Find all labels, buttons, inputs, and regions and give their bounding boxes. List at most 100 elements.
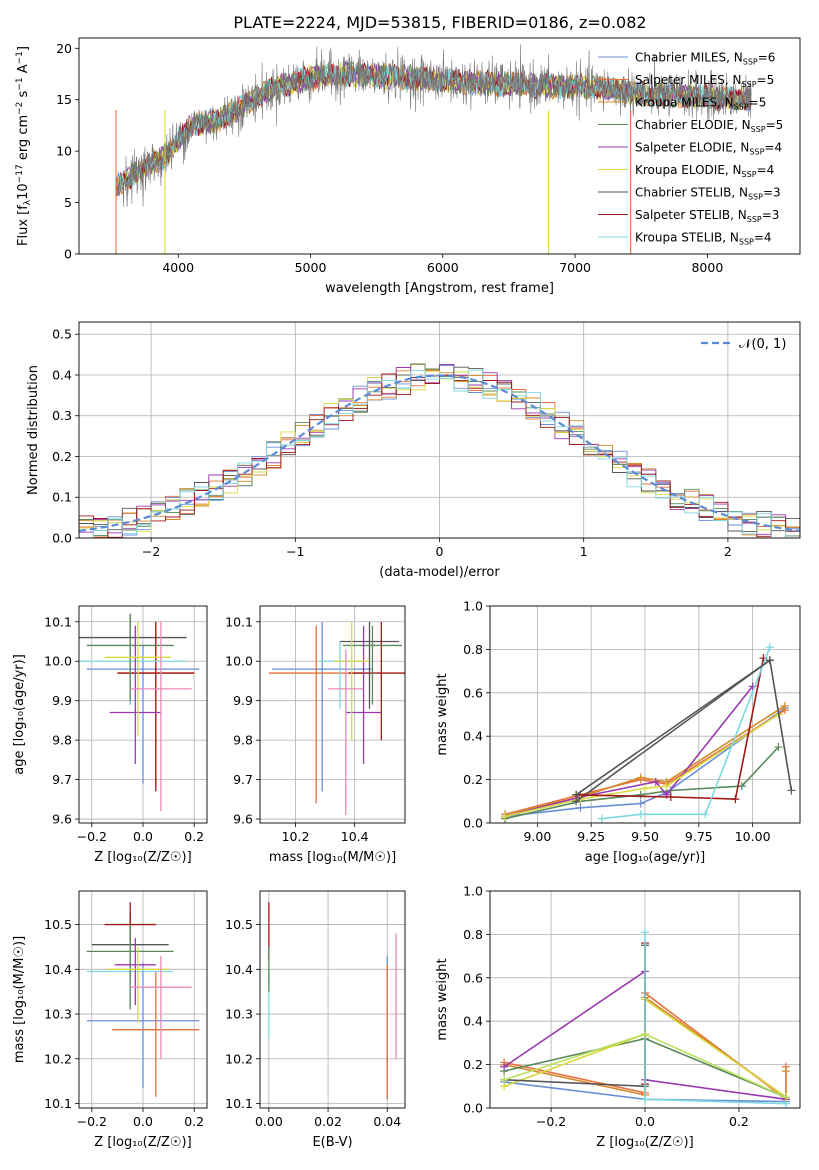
errorbar-point	[117, 621, 195, 792]
x-tick-label: −1	[286, 544, 304, 559]
legend-text: Chabrier MILES, N	[635, 51, 743, 65]
x-axis-label: (data-model)/error	[379, 565, 500, 580]
y-tick-label: 10.2	[44, 1051, 72, 1066]
y-tick-label: 0.6	[463, 685, 483, 700]
weight-marker	[597, 814, 606, 823]
histograms	[79, 363, 800, 538]
y-tick-label: 0.6	[463, 970, 483, 985]
y-tick-label: 10.1	[44, 614, 72, 629]
y-tick-label: 10.1	[225, 614, 253, 629]
y-axis-label-part: A	[16, 64, 31, 77]
y-tick-label: 10.3	[225, 1007, 253, 1022]
y-tick-label: 9.8	[233, 733, 253, 748]
x-tick-label: 10.4	[341, 829, 369, 844]
chart-mass_vs_Z: −0.2 0.0 0.2 10.1 10.2 10.3 10.4 10.5 Z [log₁₀(Z…	[12, 890, 208, 1150]
y-tick-label: 0.2	[52, 449, 72, 464]
y-tick-label: 10.1	[44, 1096, 72, 1111]
weight-marker	[641, 1030, 649, 1039]
x-tick-label: 0.2	[184, 1114, 204, 1129]
y-tick-label: 1.0	[463, 884, 483, 899]
errorbar-point	[86, 962, 200, 1088]
weight-series	[575, 659, 771, 796]
legend-sub: SSP	[734, 103, 749, 112]
y-tick-label: 1.0	[463, 599, 483, 614]
y-axis-label: Flux [fλ10−17 erg cm−2 s−1 A−1]	[15, 46, 33, 246]
y-axis-label: age [log₁₀(age/yr)]	[12, 654, 27, 775]
x-tick-label: 9.25	[577, 829, 605, 844]
weight-series	[576, 657, 765, 800]
y-tick-label: 10.3	[44, 1007, 72, 1022]
y-axis-label-part: s	[16, 90, 31, 101]
weight-series	[504, 746, 780, 820]
legend-sub: SSP	[742, 170, 757, 179]
chart-mass_weight_vs_Z: −0.2 0.0 0.2 0.0 0.2 0.4 0.6 0.8 1.0 Z [log₁₀(Z/Z…	[435, 884, 801, 1150]
y-axis-label: mass weight	[435, 958, 450, 1040]
x-tick-label: 0	[436, 544, 444, 559]
x-tick-label: 9.00	[523, 829, 551, 844]
errorbars	[268, 621, 405, 816]
weight-marker	[774, 743, 783, 752]
legend-value: =3	[762, 208, 780, 222]
errorbars	[268, 902, 397, 1100]
errorbar-point	[271, 621, 373, 792]
legend-sub: SSP	[747, 215, 762, 224]
y-tick-label: 9.7	[52, 772, 72, 787]
weight-marker	[500, 1062, 509, 1071]
legend-value: =6	[758, 51, 776, 65]
y-axis-label-part: Flux [f	[16, 205, 31, 246]
y-tick-label: 0.2	[463, 1057, 483, 1072]
errorbar-point	[339, 621, 400, 709]
x-tick-label: −2	[142, 544, 160, 559]
x-tick-label: 0.0	[133, 1114, 153, 1129]
x-tick-label: −0.2	[77, 829, 107, 844]
y-axis-label: Normed distribution	[26, 365, 41, 495]
legend-entry: Kroupa STELIB, NSSP=4	[635, 231, 772, 247]
y-tick-label: 10.4	[44, 962, 72, 977]
legend-entry: Chabrier MILES, NSSP=6	[635, 51, 775, 67]
y-axis-label: mass [log₁₀(M/M☉)]	[12, 936, 27, 1063]
axes-frame	[259, 605, 406, 824]
legend-sub: SSP	[743, 58, 758, 67]
x-tick-label: 4000	[162, 260, 194, 275]
x-tick-label: 5000	[295, 260, 327, 275]
chart-mass_vs_ebv: 0.00 0.02 0.04 10.1 10.2 10.3 10.4 10.5 E(B-V)	[225, 890, 406, 1150]
weight-marker	[641, 1095, 649, 1104]
weight-marker	[701, 810, 710, 819]
y-tick-label: 10.1	[225, 1096, 253, 1111]
y-tick-label: 0.1	[52, 490, 72, 505]
x-axis-label: Z [log₁₀(Z/Z☉)]	[94, 850, 191, 865]
weight-lines	[500, 928, 790, 1108]
errorbar-point	[328, 649, 364, 816]
weight-marker	[651, 777, 660, 786]
histogram-kroupa_stelib	[92, 369, 800, 538]
y-tick-label: 0.0	[463, 816, 483, 831]
y-axis-label-part: −2	[15, 102, 25, 115]
figure-title: PLATE=2224, MJD=53815, FIBERID=0186, z=0…	[233, 13, 646, 32]
x-tick-label: 0.02	[314, 1114, 342, 1129]
legend-entry: 𝒩(0, 1)	[739, 337, 786, 352]
weight-marker	[641, 928, 649, 937]
chart-age_vs_mass: 10.2 10.4 9.6 9.7 9.8 9.9 10.0 10.1 mass [log₁₀(…	[225, 605, 406, 865]
legend-text: Chabrier ELODIE, N	[635, 118, 751, 132]
errorbar-point	[268, 625, 364, 804]
y-tick-label: 10.0	[44, 654, 72, 669]
axes-frame	[78, 890, 208, 1109]
x-tick-label: 0.00	[255, 1114, 283, 1129]
x-tick-label: 0.0	[635, 1114, 655, 1129]
y-tick-label: 9.9	[52, 693, 72, 708]
errorbars	[79, 613, 200, 812]
y-tick-label: 0.0	[463, 1101, 483, 1116]
y-tick-label: 9.9	[233, 693, 253, 708]
errorbar-point	[348, 621, 405, 741]
legend-sub: SSP	[751, 125, 766, 134]
weight-marker	[765, 656, 774, 665]
y-axis-label-part: −17	[15, 164, 25, 183]
weight-lines	[501, 643, 796, 823]
errorbar-point	[342, 625, 403, 705]
axes-frame	[78, 37, 801, 255]
weight-marker	[636, 773, 645, 782]
legend-value: =4	[754, 231, 772, 245]
legend-text: Salpeter MILES, N	[635, 73, 742, 87]
y-tick-label: 0.8	[463, 927, 483, 942]
x-axis-label: wavelength [Angstrom, rest frame]	[325, 281, 554, 296]
